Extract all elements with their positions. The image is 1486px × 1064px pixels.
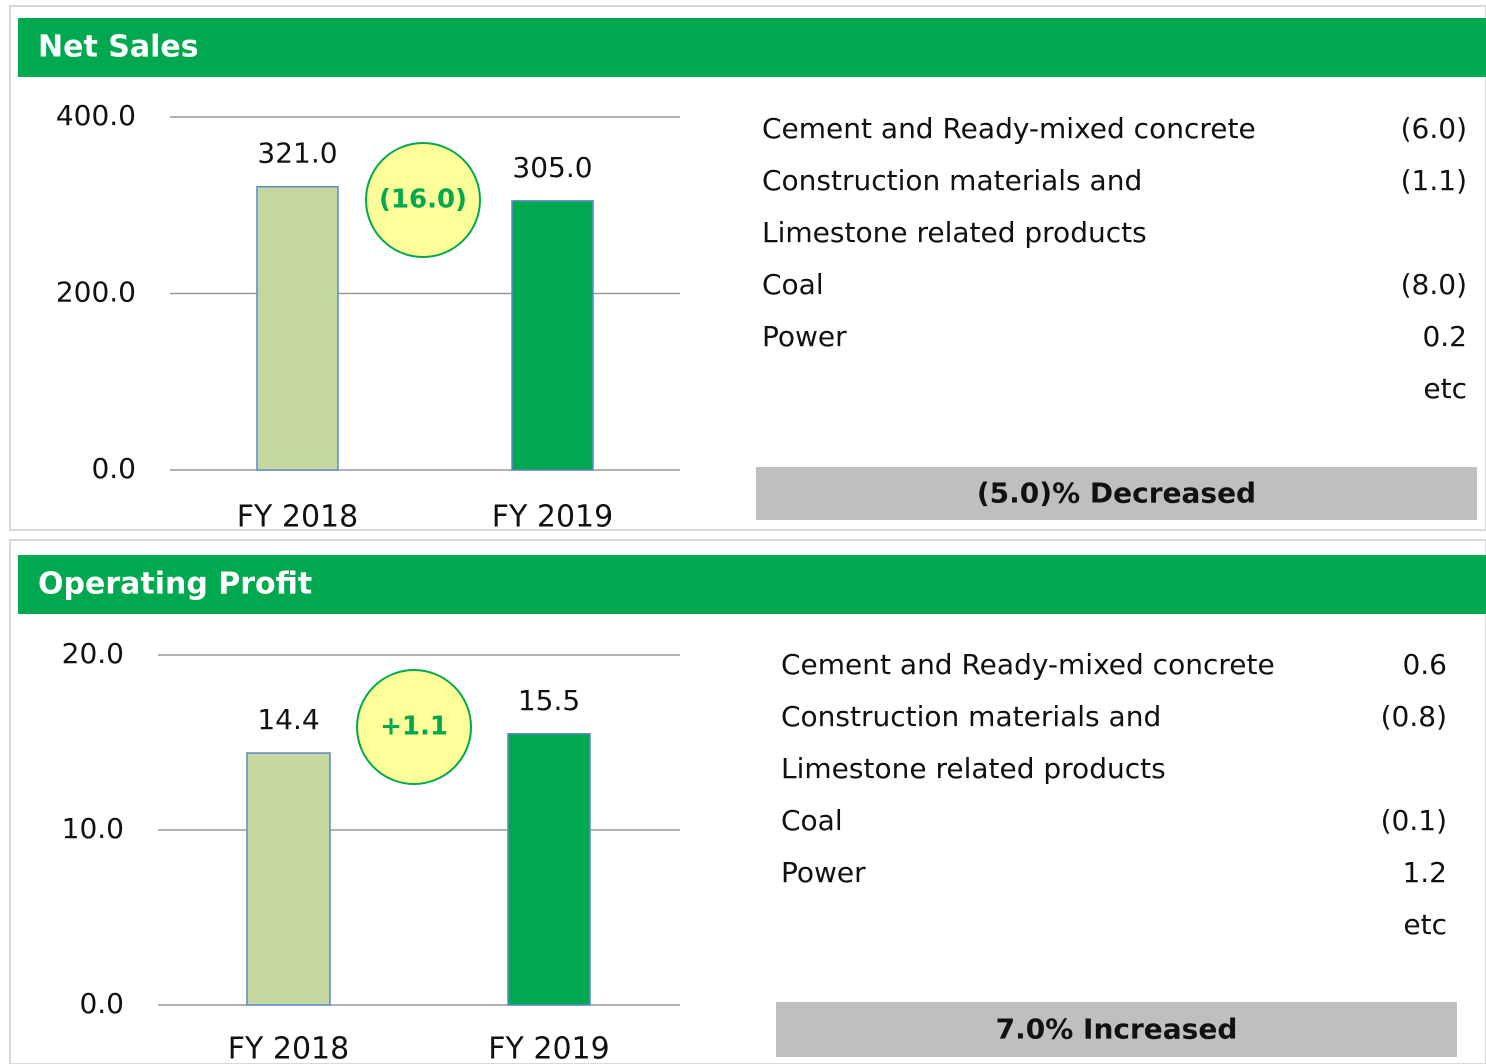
- x-tick-label: FY 2018: [237, 500, 358, 535]
- change-label: +1.1: [380, 712, 448, 742]
- bar: [256, 185, 339, 471]
- y-tick-label: 400.0: [56, 99, 136, 132]
- y-tick-label: 0.0: [79, 987, 124, 1020]
- breakdown-label: Construction materials and: [781, 700, 1161, 733]
- breakdown-label: Cement and Ready-mixed concrete: [781, 648, 1275, 681]
- value-label: 15.5: [518, 684, 580, 717]
- panel-border: [9, 539, 1486, 1064]
- y-tick-label: 200.0: [56, 276, 136, 309]
- panel-title: Operating Profit: [38, 567, 312, 602]
- change-label: (16.0): [379, 185, 467, 215]
- breakdown-value: 0.2: [1422, 320, 1467, 353]
- summary-text: 7.0% Increased: [996, 1013, 1238, 1046]
- breakdown-label: Coal: [781, 804, 843, 837]
- change-bubble: [365, 142, 481, 258]
- y-tick-label: 20.0: [62, 637, 124, 670]
- breakdown-value: 1.2: [1402, 856, 1447, 889]
- value-label: 321.0: [257, 137, 337, 170]
- x-tick-label: FY 2019: [488, 1032, 609, 1064]
- breakdown-value: (6.0): [1401, 112, 1467, 145]
- breakdown-value: (0.8): [1381, 700, 1447, 733]
- breakdown-note: etc: [1423, 372, 1467, 405]
- breakdown-label: Limestone related products: [762, 216, 1147, 249]
- header-bar: [18, 555, 1486, 614]
- panel-title: Net Sales: [38, 30, 199, 65]
- bar: [511, 200, 594, 471]
- breakdown-label: Cement and Ready-mixed concrete: [762, 112, 1256, 145]
- summary-text: (5.0)% Decreased: [977, 477, 1256, 510]
- breakdown-label: Power: [762, 320, 847, 353]
- value-label: 14.4: [257, 703, 319, 736]
- y-tick-label: 10.0: [62, 812, 124, 845]
- bar: [246, 752, 331, 1006]
- summary-box: [756, 467, 1477, 520]
- bar: [507, 733, 591, 1006]
- breakdown-value: (0.1): [1381, 804, 1447, 837]
- panel-border: [9, 5, 1486, 531]
- breakdown-note: etc: [1403, 908, 1447, 941]
- y-tick-label: 0.0: [91, 452, 136, 485]
- header-bar: [18, 18, 1486, 77]
- x-tick-label: FY 2018: [228, 1032, 349, 1064]
- breakdown-label: Coal: [762, 268, 824, 301]
- breakdown-label: Limestone related products: [781, 752, 1166, 785]
- breakdown-value: (8.0): [1401, 268, 1467, 301]
- change-bubble: [356, 669, 472, 785]
- breakdown-label: Power: [781, 856, 866, 889]
- value-label: 305.0: [512, 151, 592, 184]
- breakdown-value: 0.6: [1402, 648, 1447, 681]
- summary-box: [776, 1002, 1457, 1057]
- x-tick-label: FY 2019: [492, 500, 613, 535]
- breakdown-label: Construction materials and: [762, 164, 1142, 197]
- breakdown-value: (1.1): [1401, 164, 1467, 197]
